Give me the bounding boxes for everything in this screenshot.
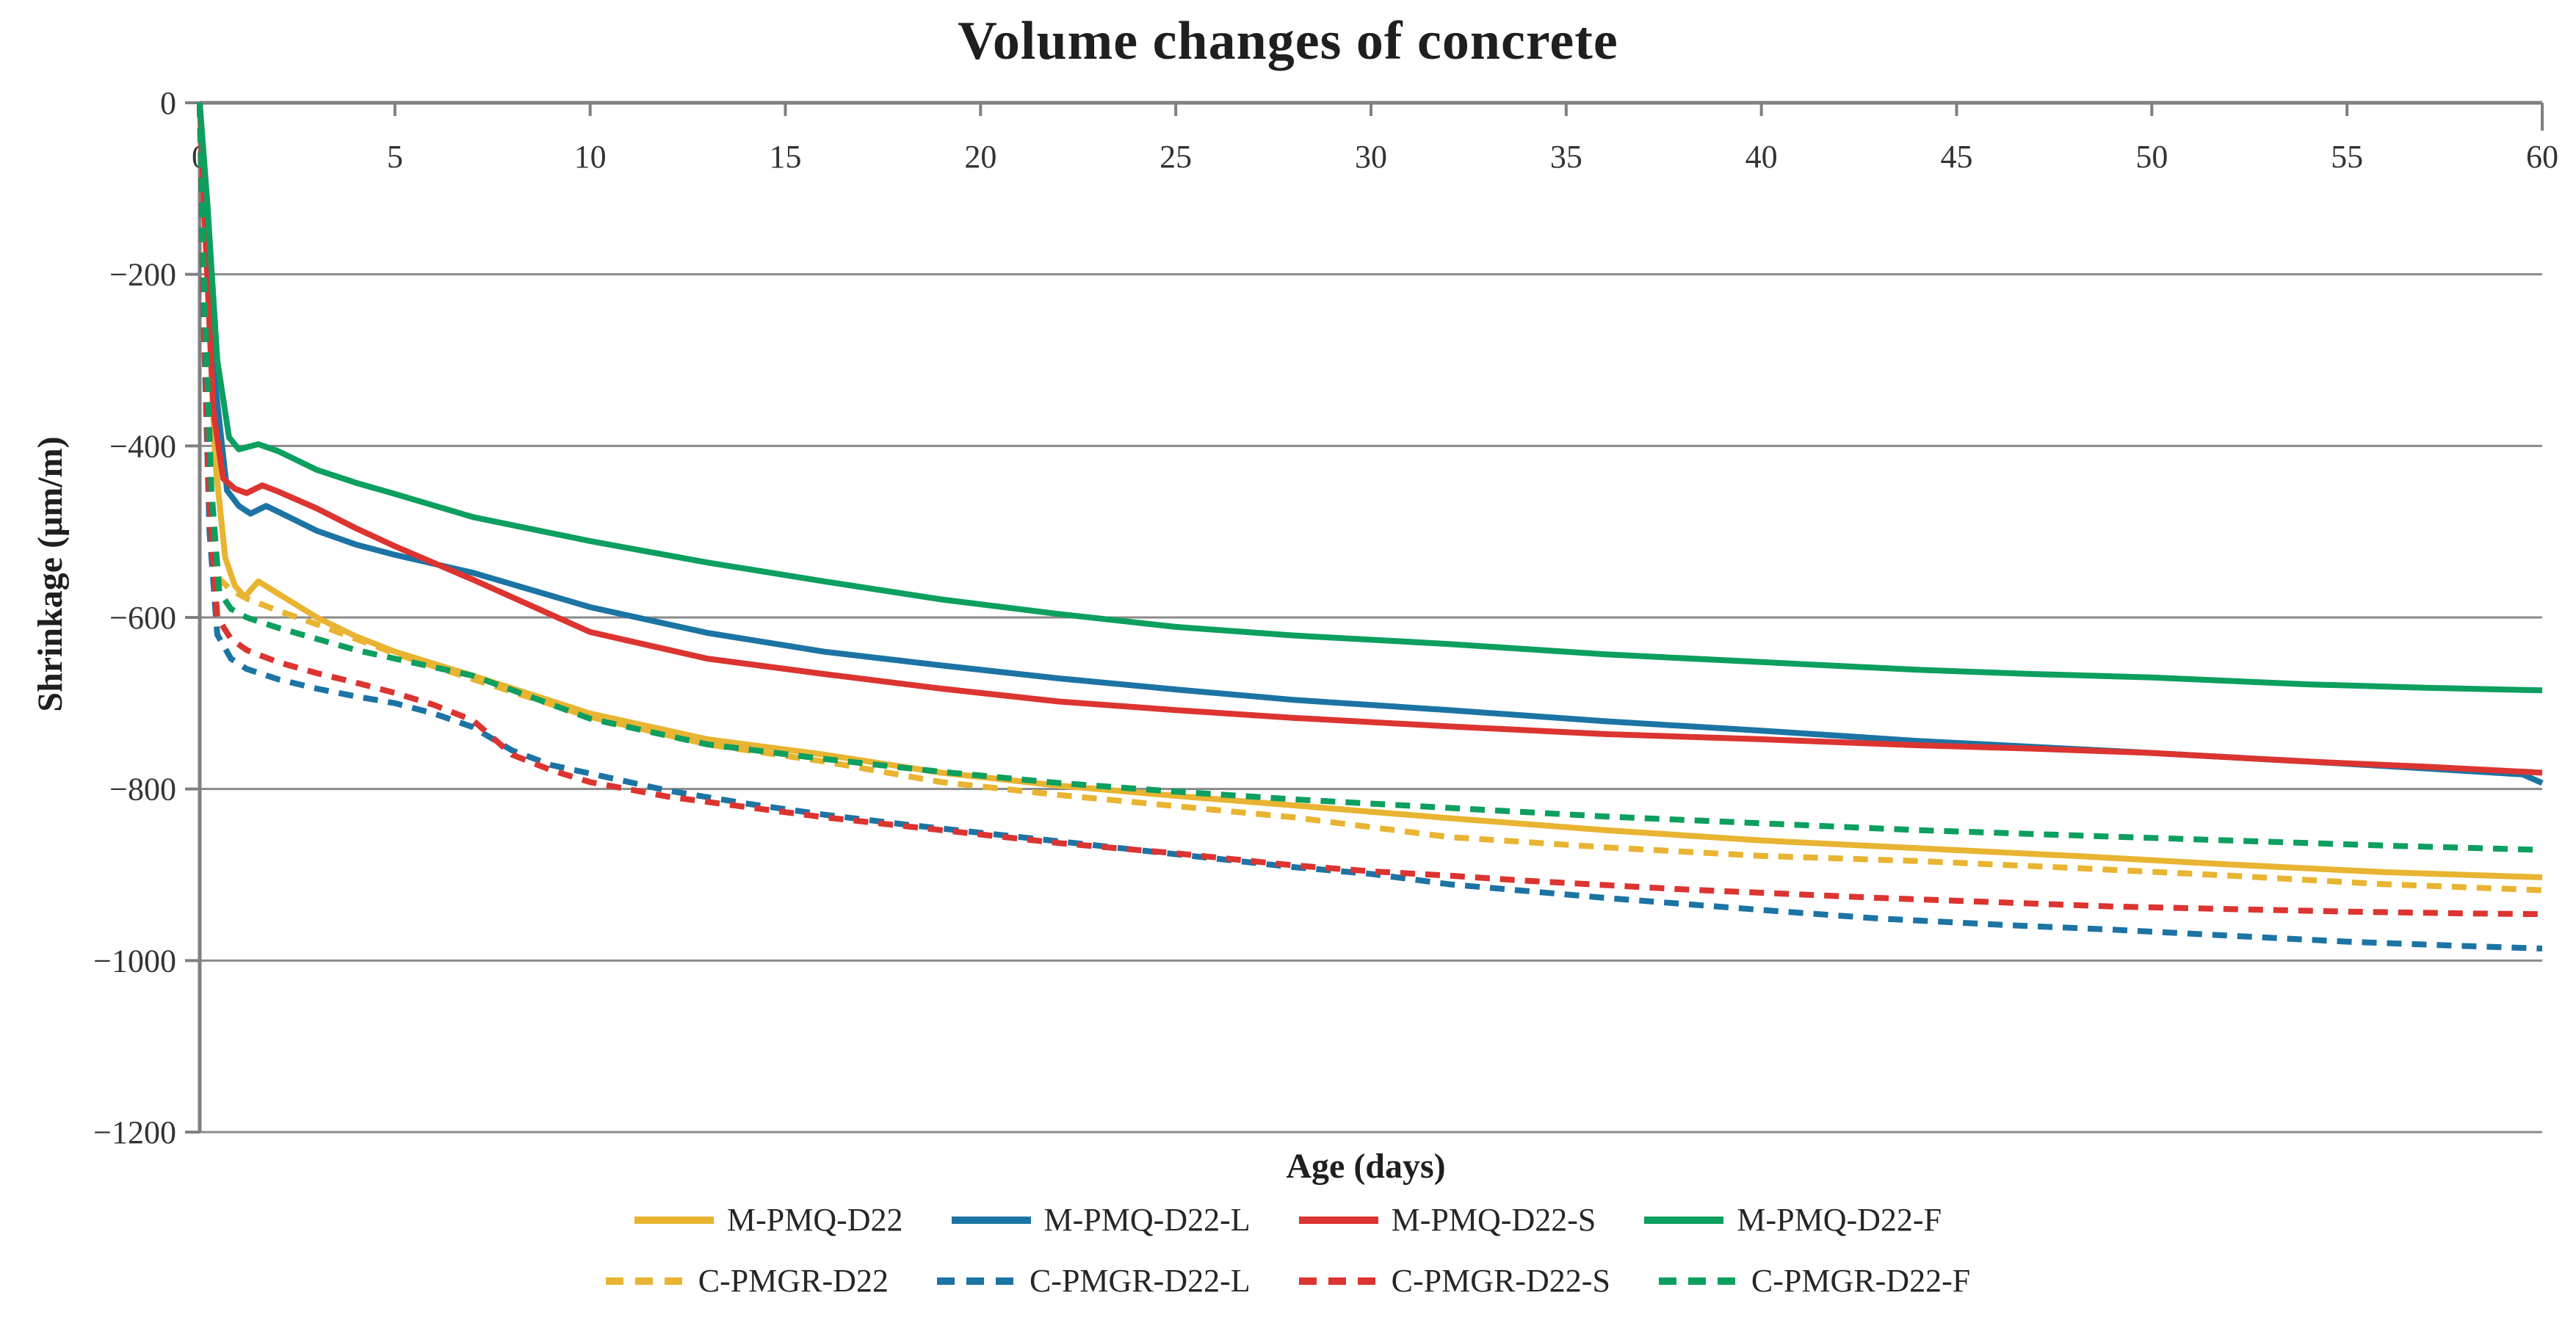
axes — [185, 101, 2544, 1134]
legend-item-M-PMQ-D22-L: M-PMQ-D22-L — [951, 1201, 1251, 1239]
y-tick-label--200: −200 — [109, 257, 176, 293]
x-tick-label-20: 20 — [964, 139, 996, 175]
y-tick-label--600: −600 — [109, 600, 176, 636]
legend-item-C-PMGR-D22-L: C-PMGR-D22-L — [936, 1262, 1251, 1299]
legend-swatch-C-PMGR-D22 — [605, 1277, 685, 1285]
y-tick-label--1200: −1200 — [93, 1114, 176, 1150]
legend-label-C-PMGR-D22-F: C-PMGR-D22-F — [1751, 1263, 1971, 1299]
legend: M-PMQ-D22 M-PMQ-D22-L M-PMQ-D22-S M-PMQ-D22… — [0, 1201, 2576, 1299]
x-tick-label-35: 35 — [1550, 139, 1582, 175]
x-tick-label-15: 15 — [770, 139, 802, 175]
x-tick-label-40: 40 — [1745, 139, 1778, 175]
legend-label-C-PMGR-D22: C-PMGR-D22 — [698, 1263, 889, 1299]
legend-label-C-PMGR-D22-L: C-PMGR-D22-L — [1029, 1263, 1251, 1299]
x-tick-label-10: 10 — [574, 139, 607, 175]
legend-swatch-M-PMQ-D22 — [634, 1216, 714, 1224]
x-tick-label-25: 25 — [1159, 139, 1192, 175]
series-line-C-PMGR-D22-F — [197, 102, 2543, 853]
x-tick-label-60: 60 — [2526, 139, 2558, 175]
x-tick-label-55: 55 — [2331, 139, 2363, 175]
x-tick-label-5: 5 — [387, 139, 403, 175]
legend-swatch-C-PMGR-D22-L — [936, 1277, 1016, 1285]
series-line-C-PMGR-D22 — [197, 102, 2543, 893]
chart-title: Volume changes of concrete — [958, 11, 1618, 71]
y-axis-title: Shrinkage (μm/m) — [31, 436, 70, 711]
legend-item-M-PMQ-D22: M-PMQ-D22 — [634, 1201, 903, 1239]
x-tick-label-50: 50 — [2135, 139, 2168, 175]
legend-swatch-C-PMGR-D22-F — [1658, 1277, 1738, 1285]
legend-item-M-PMQ-D22-S: M-PMQ-D22-S — [1298, 1201, 1596, 1239]
legend-label-M-PMQ-D22-L: M-PMQ-D22-L — [1043, 1202, 1251, 1238]
y-tick-label--800: −800 — [109, 772, 176, 808]
legend-row-1: M-PMQ-D22 M-PMQ-D22-L M-PMQ-D22-S M-PMQ-D22… — [634, 1201, 1942, 1239]
y-tick-label--400: −400 — [109, 428, 176, 464]
y-tick-label--1000: −1000 — [93, 943, 176, 979]
x-tick-label-45: 45 — [1941, 139, 1973, 175]
legend-item-C-PMGR-D22: C-PMGR-D22 — [605, 1262, 889, 1299]
series-line-M-PMQ-D22 — [197, 102, 2543, 880]
legend-swatch-C-PMGR-D22-S — [1298, 1277, 1378, 1285]
x-axis-title: Age (days) — [1286, 1147, 1445, 1186]
legend-item-M-PMQ-D22-F: M-PMQ-D22-F — [1644, 1201, 1942, 1239]
legend-row-2: C-PMGR-D22 C-PMGR-D22-L C-PMGR-D22-S C-PMGR… — [605, 1262, 1971, 1299]
gridlines — [200, 101, 2542, 1134]
tick-labels: 0 5 10 15 20 25 30 35 40 45 50 55 600−200−400−600−80… — [93, 85, 2558, 1150]
legend-item-C-PMGR-D22-F: C-PMGR-D22-F — [1658, 1262, 1971, 1299]
legend-swatch-M-PMQ-D22-L — [951, 1216, 1031, 1224]
legend-swatch-M-PMQ-D22-F — [1644, 1216, 1724, 1224]
series-line-C-PMGR-D22-S — [197, 102, 2543, 918]
legend-item-C-PMGR-D22-S: C-PMGR-D22-S — [1298, 1262, 1610, 1299]
series-lines — [197, 102, 2544, 951]
x-tick-label-30: 30 — [1355, 139, 1387, 175]
legend-label-C-PMGR-D22-S: C-PMGR-D22-S — [1391, 1263, 1610, 1299]
legend-label-M-PMQ-D22-F: M-PMQ-D22-F — [1737, 1202, 1942, 1238]
legend-swatch-M-PMQ-D22-S — [1298, 1216, 1378, 1224]
series-line-C-PMGR-D22-L — [197, 102, 2543, 951]
series-line-M-PMQ-D22-F — [197, 102, 2543, 694]
legend-label-M-PMQ-D22-S: M-PMQ-D22-S — [1391, 1202, 1596, 1238]
y-tick-label-0: 0 — [160, 85, 176, 121]
series-line-M-PMQ-D22-S — [197, 102, 2543, 776]
legend-label-M-PMQ-D22: M-PMQ-D22 — [726, 1202, 903, 1238]
